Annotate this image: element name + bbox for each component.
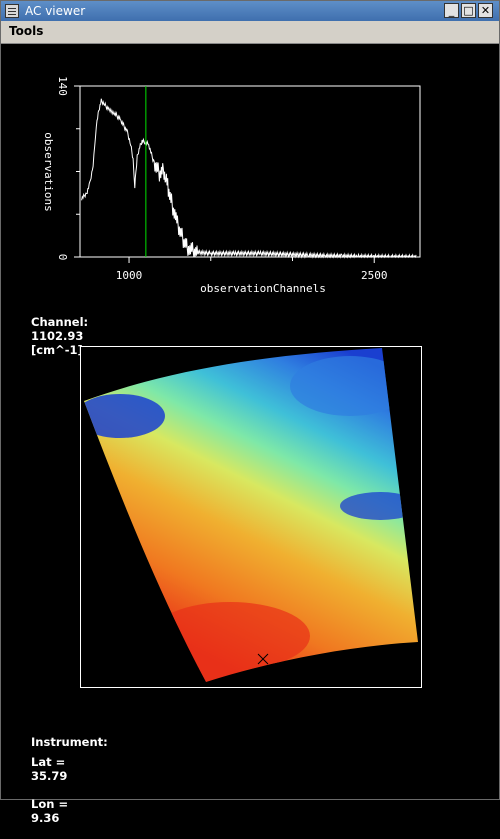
y-axis-label: observations [42, 132, 55, 211]
window-title: AC viewer [25, 4, 86, 18]
satellite-map[interactable] [80, 346, 422, 688]
x-marker-icon [257, 653, 269, 665]
menu-bar: Tools [1, 21, 499, 44]
viewer-content: 1000 2500 0 140 observationChannels observ… [1, 44, 499, 825]
close-icon[interactable]: ✕ [478, 3, 493, 18]
x-axis-label: observationChannels [200, 282, 326, 295]
location-readout: Lat = 35.79 Lon = 9.36 [7, 741, 68, 839]
maximize-icon[interactable]: □ [461, 3, 476, 18]
y-tick-label: 0 [56, 254, 69, 261]
spectrum-series-line [81, 98, 417, 259]
channel-readout: Channel: 1102.93 [cm^-1] [7, 301, 88, 371]
title-bar[interactable]: AC viewer _ □ ✕ [1, 1, 499, 21]
plot-frame [79, 85, 421, 258]
channel-value: 1102.93 [31, 329, 84, 343]
minimize-icon[interactable]: _ [444, 3, 459, 18]
menu-tools[interactable]: Tools [9, 24, 44, 38]
instrument-readout: Instrument: [7, 721, 108, 777]
channel-unit: [cm^-1] [31, 343, 83, 357]
window-menu-icon[interactable] [5, 4, 19, 18]
y-ticks: 0 140 [56, 76, 80, 260]
x-tick-label: 1000 [116, 269, 143, 282]
instrument-label: Instrument: [31, 735, 108, 749]
lat-value: 35.79 [31, 769, 68, 783]
y-tick-label: 140 [56, 76, 69, 96]
lon-label: Lon = [31, 797, 69, 811]
x-tick-label: 2500 [361, 269, 388, 282]
lat-label: Lat = [31, 755, 66, 769]
spectrum-chart[interactable]: 1000 2500 0 140 observationChannels observ… [1, 44, 499, 304]
channel-label: Channel: [31, 315, 89, 329]
x-ticks: 1000 2500 [116, 257, 388, 282]
lon-value: 9.36 [31, 811, 60, 825]
